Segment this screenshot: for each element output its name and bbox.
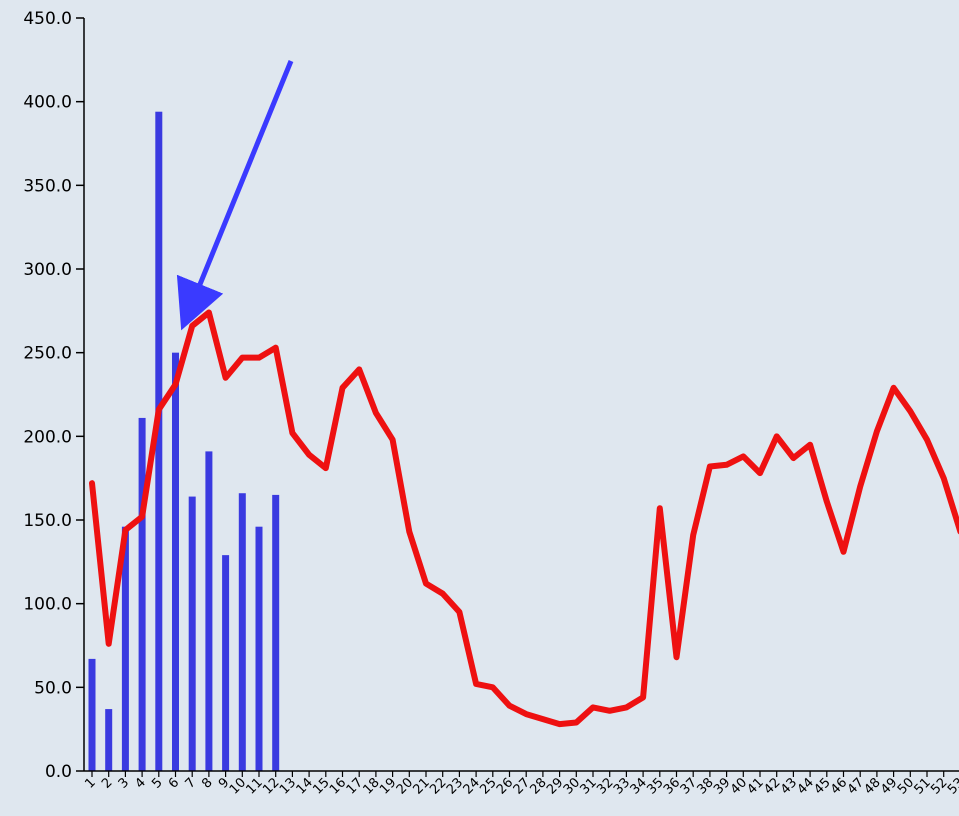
bar [188, 496, 196, 771]
line-point [390, 437, 395, 442]
line-point [540, 717, 545, 722]
annotation-arrow [176, 60, 294, 331]
y-tick-label: 150.0 [23, 511, 72, 531]
line-point [457, 610, 462, 615]
bar [138, 417, 146, 771]
line-point [424, 581, 428, 586]
line-point [641, 695, 646, 700]
line-point [724, 462, 729, 467]
bar [105, 709, 113, 771]
line-point [474, 681, 479, 686]
line-point [307, 452, 312, 457]
y-tick-label: 200.0 [23, 427, 72, 447]
line-point [106, 641, 111, 646]
line-point [758, 471, 762, 476]
line-point [290, 430, 295, 435]
x-axis-ticks: 1 2 3 4 5 6 7 8 91011121314151617181920212223242… [82, 771, 959, 798]
line-point [223, 375, 228, 380]
line-point [206, 310, 211, 315]
y-tick-label: 250.0 [23, 344, 72, 364]
axes [83, 18, 959, 772]
line-point [891, 385, 896, 390]
line-point [774, 434, 779, 439]
line-point [624, 705, 629, 710]
line-point [858, 484, 863, 489]
y-tick-label: 300.0 [23, 260, 72, 280]
y-axis-ticks: 0.0 50.0 100.0 150.0 200.0 250.0 300.0 350.0 400… [23, 9, 84, 782]
bar [155, 111, 163, 771]
line-point [340, 385, 345, 390]
line-point [574, 720, 579, 725]
bar [272, 494, 280, 771]
line-point [674, 655, 679, 660]
line-point [273, 345, 278, 350]
line-point [741, 454, 746, 459]
line-point [808, 442, 813, 447]
line-point [691, 533, 696, 538]
annotation [176, 60, 294, 331]
bar [205, 451, 213, 771]
line-point [874, 429, 879, 434]
y-tick-label: 50.0 [34, 678, 72, 698]
line-point [591, 705, 595, 710]
y-tick-label: 450.0 [23, 9, 72, 29]
line-point [607, 708, 612, 713]
line-point [173, 382, 178, 387]
line-point [791, 456, 796, 461]
line-point [407, 529, 412, 534]
line-point [841, 549, 846, 554]
line-point [908, 409, 913, 414]
bar [255, 526, 263, 771]
bar [172, 352, 179, 771]
line-point [190, 323, 195, 328]
y-tick-label: 100.0 [23, 595, 72, 615]
line-point [323, 466, 328, 471]
line-point [357, 367, 362, 372]
line-point [524, 712, 529, 717]
line-point [90, 481, 94, 486]
line-point [941, 476, 946, 481]
line-point [240, 355, 245, 360]
y-tick-label: 0.0 [45, 762, 72, 782]
line-series [89, 309, 959, 728]
line-point [490, 685, 495, 690]
line-point [440, 591, 445, 596]
line-point [123, 528, 128, 533]
line-point [507, 703, 512, 708]
y-tick-label: 350.0 [23, 176, 72, 196]
bar [222, 555, 230, 771]
line-point [257, 355, 261, 360]
bar [88, 658, 96, 771]
line-point [707, 464, 712, 469]
line-point [925, 437, 929, 442]
bar [238, 493, 246, 771]
line-point [657, 506, 662, 511]
y-tick-label: 400.0 [23, 93, 72, 113]
bar [121, 526, 129, 771]
line-point [373, 410, 378, 415]
line-point [156, 407, 161, 412]
line-point [824, 499, 829, 504]
line-point [557, 722, 562, 727]
bar-series [88, 111, 280, 771]
line-point [140, 514, 145, 519]
